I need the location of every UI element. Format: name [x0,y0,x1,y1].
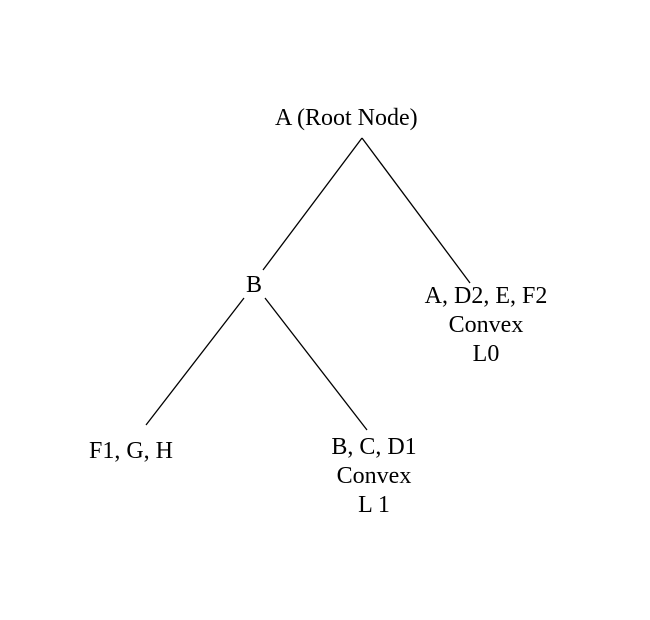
node-b: B [246,271,262,300]
leaf-right-members: A, D2, E, F2 [424,283,548,309]
node-b-label: B [246,272,263,298]
leaf-right-level: L0 [472,341,500,367]
leaf-node-left: F1, G, H [89,437,173,466]
edge-b-to-left-leaf [145,297,245,426]
leaf-mid-type: Convex [336,463,412,489]
edge-root-to-b [262,137,363,271]
leaf-right-type: Convex [448,312,524,338]
leaf-node-mid: B, C, D1 Convex L 1 [314,433,434,520]
edge-root-to-right-leaf [361,137,471,284]
leaf-left-members: F1, G, H [89,438,174,464]
leaf-mid-level: L 1 [358,492,390,518]
edge-b-to-mid-leaf [264,297,368,431]
leaf-mid-members: B, C, D1 [331,434,417,460]
root-node-label: A (Root Node) [275,105,418,131]
leaf-node-right: A, D2, E, F2 Convex L0 [406,282,566,369]
root-node: A (Root Node) [275,104,418,133]
